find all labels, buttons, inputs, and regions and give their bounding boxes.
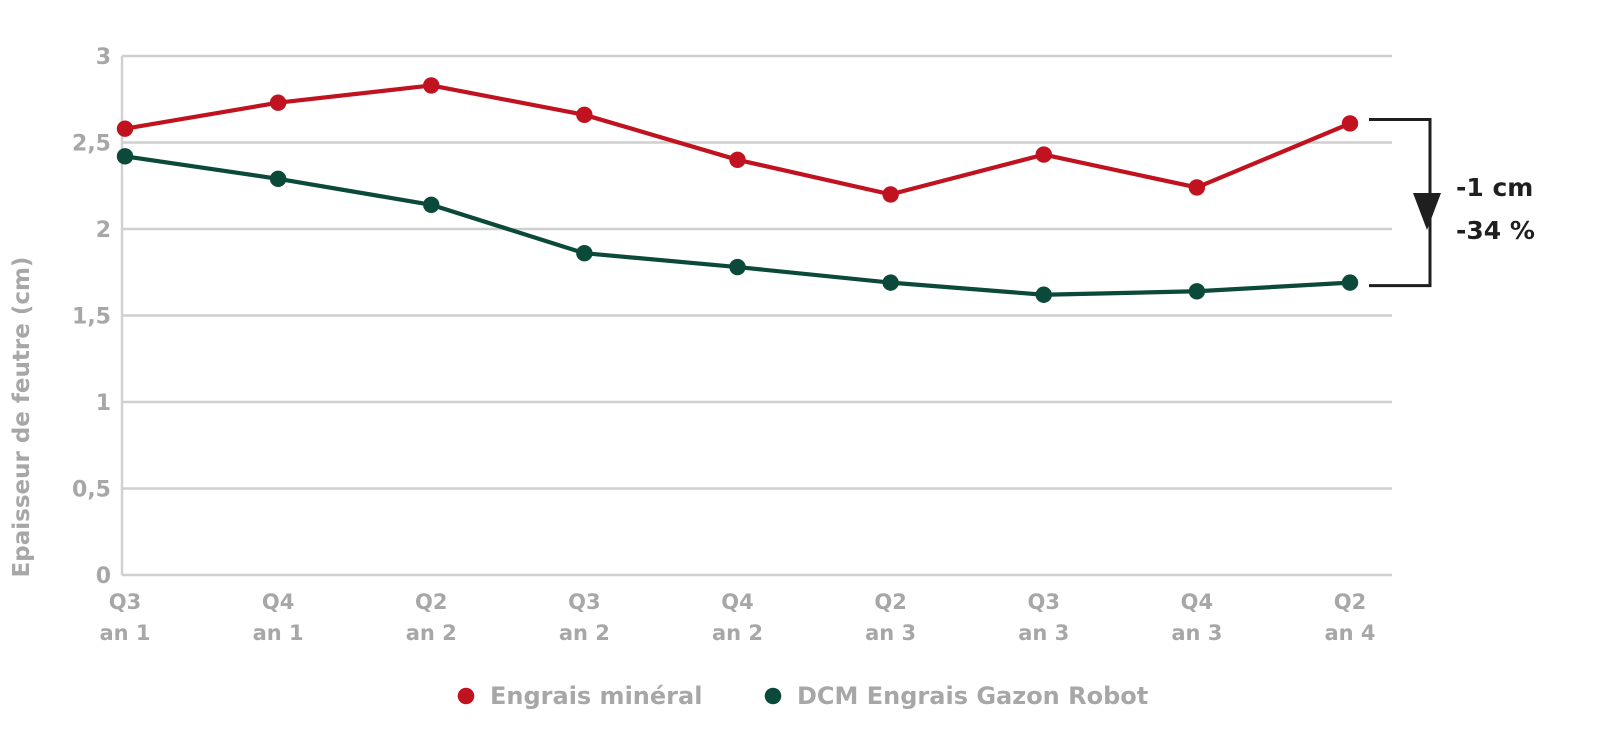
x-tick-label-line-1: Q4 — [721, 590, 753, 614]
series-point-1 — [116, 120, 134, 137]
x-tick-label-line-2: an 1 — [99, 621, 150, 645]
y-tick-label: 1,5 — [72, 305, 111, 330]
x-tick-label-line-2: an 1 — [253, 621, 304, 645]
x-tick-label-line-2: an 4 — [1324, 621, 1375, 645]
annotation-layer: -1 cm -34 % — [1369, 117, 1535, 288]
x-tick-label-line-1: Q3 — [568, 590, 600, 614]
x-tick-label-line-2: an 3 — [865, 621, 916, 645]
series-point-1 — [1188, 179, 1206, 196]
series-point-2 — [882, 274, 899, 291]
legend-layer: Engrais minéral DCM Engrais Gazon Robot — [457, 682, 1148, 710]
series-layer — [116, 77, 1359, 303]
series-point-2 — [1341, 274, 1359, 291]
legend-marker — [457, 687, 475, 705]
x-tick-label-line-1: Q2 — [1334, 590, 1366, 614]
series-point-2 — [576, 245, 593, 262]
series-point-2 — [1035, 286, 1052, 303]
y-tick-label: 0 — [96, 564, 111, 589]
x-tick-label-line-2: an 2 — [712, 621, 763, 645]
x-tick-label-line-1: Q2 — [415, 590, 447, 614]
y-axis-label: Epaisseur de feutre (cm) — [9, 257, 35, 578]
series-point-2 — [1188, 283, 1206, 300]
series-point-2 — [269, 170, 287, 188]
series-point-1 — [269, 94, 287, 111]
x-tick-label-line-2: an 2 — [406, 621, 457, 645]
y-tick-label: 2 — [96, 218, 111, 243]
series-point-2 — [116, 148, 134, 165]
y-tick-label: 2,5 — [72, 132, 111, 157]
x-tick-label-line-1: Q4 — [262, 590, 294, 614]
legend-label: DCM Engrais Gazon Robot — [797, 682, 1148, 710]
series-point-1 — [1341, 115, 1359, 132]
legend-label: Engrais minéral — [490, 682, 702, 710]
y-tick-label: 3 — [96, 45, 111, 70]
annotation-line-2: -34 % — [1456, 216, 1535, 245]
x-tick-label-line-1: Q3 — [1028, 590, 1060, 614]
axis-layer: 0 0,5 1 1,5 2 2,5 3 Epaisseur de feutre (cm) Q3 a… — [9, 45, 1376, 645]
series-point-1 — [882, 186, 899, 203]
x-tick-label-line-2: an 3 — [1171, 621, 1222, 645]
y-tick-label: 1 — [96, 391, 111, 416]
down-arrow-icon — [1413, 193, 1441, 230]
series-point-1 — [1035, 146, 1052, 163]
series-point-1 — [729, 151, 746, 168]
x-tick-label-line-1: Q3 — [109, 590, 141, 614]
legend-item-1: Engrais minéral — [457, 682, 702, 710]
legend-item-2: DCM Engrais Gazon Robot — [764, 682, 1148, 710]
series-point-2 — [729, 258, 746, 276]
x-tick-label-line-1: Q2 — [874, 590, 906, 614]
x-tick-label-line-1: Q4 — [1181, 590, 1213, 614]
annotation-line-1: -1 cm — [1456, 173, 1533, 202]
x-tick-label-line-2: an 2 — [559, 621, 610, 645]
series-line-1 — [122, 83, 1353, 197]
x-tick-label-line-2: an 3 — [1018, 621, 1069, 645]
series-point-1 — [576, 106, 593, 124]
grid-layer — [122, 54, 1392, 577]
legend-marker — [764, 687, 782, 705]
series-point-2 — [423, 196, 440, 213]
series-point-1 — [423, 77, 440, 94]
y-tick-label: 0,5 — [72, 478, 111, 503]
